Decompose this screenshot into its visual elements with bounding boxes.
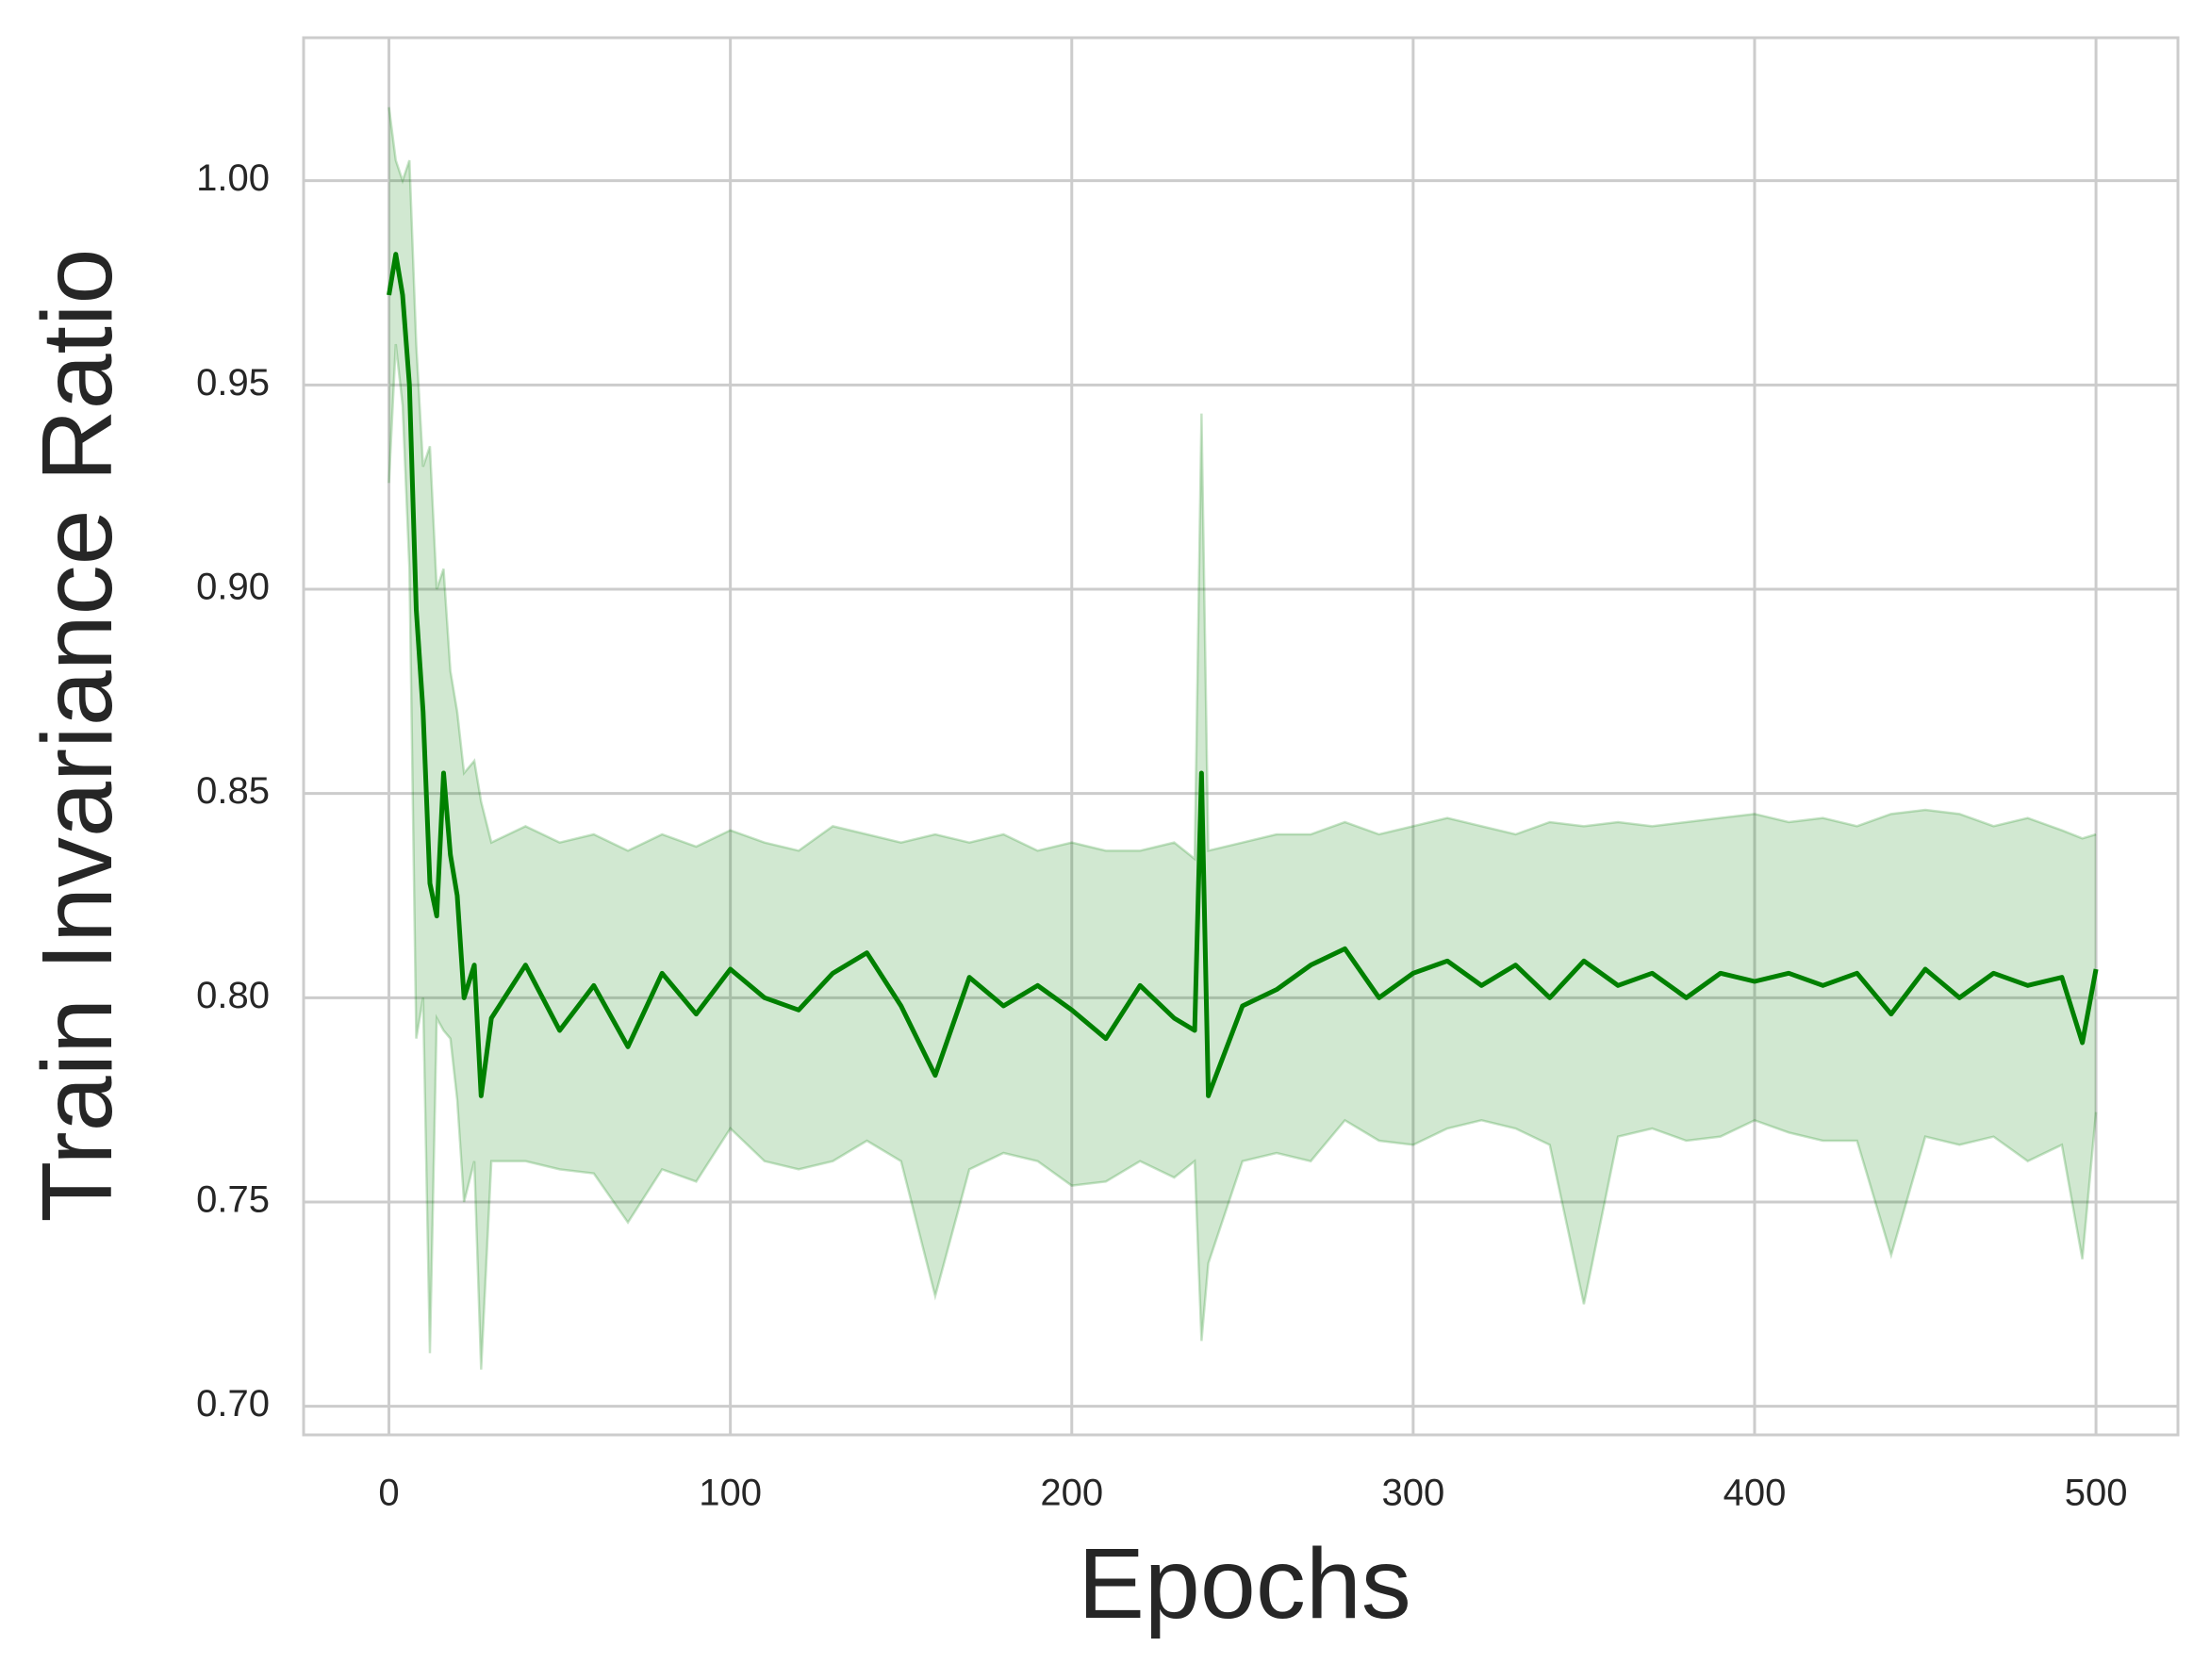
y-tick-label: 0.80 bbox=[196, 975, 270, 1016]
y-tick-label: 0.70 bbox=[196, 1383, 270, 1425]
band-edge bbox=[388, 343, 2098, 1370]
y-tick-label: 1.00 bbox=[196, 157, 270, 199]
y-tick-label: 0.75 bbox=[196, 1179, 270, 1221]
y-tick-label: 0.95 bbox=[196, 362, 270, 404]
x-tick-label: 0 bbox=[378, 1473, 399, 1514]
y-axis-label: Train Invariance Ratio bbox=[22, 249, 133, 1223]
series-line bbox=[387, 252, 2099, 1098]
x-tick-label: 200 bbox=[1040, 1473, 1103, 1514]
x-axis-label: Epochs bbox=[1078, 1528, 1411, 1639]
y-tick-label: 0.90 bbox=[196, 567, 270, 608]
band-edge bbox=[388, 107, 2097, 862]
x-tick-label: 400 bbox=[1723, 1473, 1787, 1514]
y-tick-label: 0.85 bbox=[196, 770, 270, 812]
x-tick-label: 300 bbox=[1381, 1473, 1444, 1514]
confidence-band bbox=[388, 107, 2097, 1370]
x-tick-label: 100 bbox=[699, 1473, 762, 1514]
plot-frame bbox=[302, 36, 2180, 1437]
x-tick-label: 500 bbox=[2065, 1473, 2128, 1514]
